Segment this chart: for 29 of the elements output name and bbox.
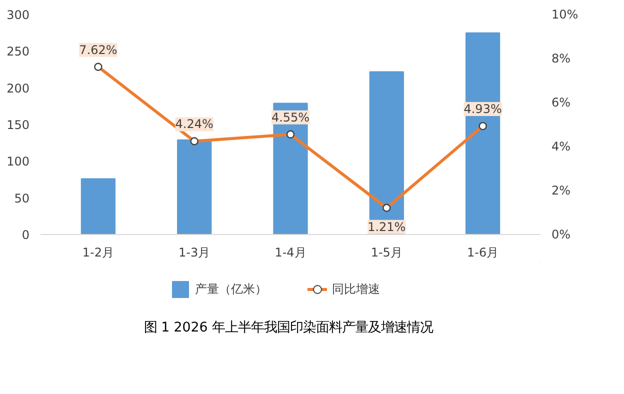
x-tick-label: 1-4月 xyxy=(274,246,306,260)
y2-tick-label: 0% xyxy=(552,228,571,242)
bar xyxy=(80,178,116,234)
y-tick-label: 100 xyxy=(6,154,30,169)
legend-label: 同比增速 xyxy=(332,280,380,298)
y-tick-label: 200 xyxy=(6,81,30,96)
y-tick-label: 150 xyxy=(6,118,30,132)
legend-label: 产量（亿米） xyxy=(195,280,267,298)
x-tick-label: 1-6月 xyxy=(467,246,499,260)
data-label: 1.21% xyxy=(368,220,406,234)
y2-tick-label: 4% xyxy=(552,140,571,154)
y-tick-label: 50 xyxy=(14,191,30,206)
x-tick-label: 1-5月 xyxy=(370,246,402,260)
bar xyxy=(465,32,500,234)
data-label: 7.62% xyxy=(79,42,118,57)
data-label: 4.24% xyxy=(175,117,214,132)
data-label: 4.93% xyxy=(464,102,502,116)
data-label: 4.55% xyxy=(271,110,310,124)
y2-tick-label: 10% xyxy=(552,8,578,22)
y2-tick-label: 6% xyxy=(552,96,571,110)
y-tick-label: 0 xyxy=(22,228,30,242)
y-tick-label: 250 xyxy=(6,44,30,59)
y-tick-label: 300 xyxy=(6,8,30,22)
y2-tick-label: 2% xyxy=(552,184,571,198)
x-tick-label: 1-3月 xyxy=(178,246,210,260)
bar xyxy=(177,139,212,234)
y2-tick-label: 8% xyxy=(552,52,571,66)
x-tick-label: 1-2月 xyxy=(82,246,114,260)
text: 图 1 2026 年上半年我国印染面料产量及增速情况 xyxy=(144,320,433,336)
